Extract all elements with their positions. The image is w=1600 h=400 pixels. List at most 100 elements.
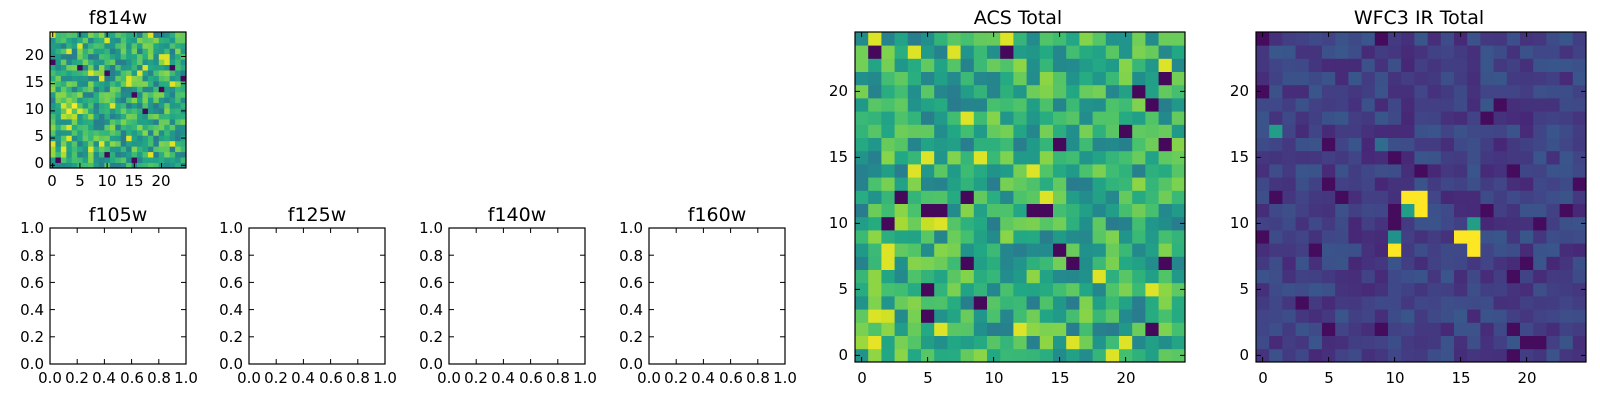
heatmap-cell (1559, 45, 1574, 59)
heatmap-cell (987, 124, 1001, 138)
heatmap-cell (1467, 177, 1481, 191)
heatmap-cell (1374, 45, 1389, 59)
heatmap-cell (175, 162, 181, 169)
heatmap-cell (71, 42, 78, 49)
heatmap-cell (55, 53, 62, 60)
heatmap-cell (960, 71, 975, 86)
heatmap-cell (1000, 256, 1014, 270)
heatmap-cell (60, 102, 67, 109)
heatmap-cell (137, 97, 143, 104)
heatmap-cell (987, 98, 1001, 112)
heatmap-cell (115, 80, 122, 87)
heatmap-cell (987, 335, 1001, 350)
heatmap-cell (1092, 269, 1107, 284)
heatmap-cell (131, 140, 138, 147)
heatmap-cell (1013, 282, 1027, 297)
heatmap-cell (973, 177, 988, 191)
heatmap-cell (1119, 243, 1133, 257)
heatmap-cell (1158, 309, 1173, 323)
heatmap-cell (1440, 216, 1455, 231)
heatmap-cell (1079, 296, 1093, 310)
heatmap-cell (987, 296, 1001, 310)
heatmap-cell (1533, 190, 1547, 204)
heatmap-cell (1079, 98, 1093, 112)
heatmap-cell (147, 42, 154, 49)
heatmap-cell (82, 140, 89, 147)
heatmap-cell (1079, 111, 1093, 125)
heatmap-cell (1000, 190, 1014, 204)
heatmap-cell (147, 75, 154, 82)
heatmap-cell (1105, 296, 1120, 310)
heatmap-cell (1026, 32, 1041, 46)
heatmap-cell (1401, 177, 1415, 191)
heatmap-cell (1308, 45, 1323, 59)
heatmap-cell (1269, 45, 1283, 59)
heatmap-cell (180, 157, 187, 163)
y-tick-label: 20 (829, 82, 848, 100)
heatmap-cell (1335, 71, 1349, 86)
heatmap-cell (868, 84, 882, 99)
heatmap-cell (947, 177, 961, 191)
heatmap-cell (1119, 111, 1133, 125)
heatmap-cell (1440, 177, 1455, 191)
heatmap-cell (1388, 348, 1402, 363)
x-tick-label: 0.8 (746, 369, 770, 387)
heatmap-cell (855, 269, 869, 284)
heatmap-cell (1506, 58, 1521, 72)
heatmap-cell (142, 59, 149, 66)
heatmap-cell (82, 91, 89, 98)
heatmap-cell (1572, 335, 1587, 350)
heatmap-cell (1361, 216, 1376, 231)
heatmap-cell (1269, 137, 1283, 152)
x-tick-label: 0 (47, 172, 57, 190)
heatmap-cell (947, 216, 961, 231)
heatmap-cell (1454, 71, 1468, 86)
heatmap-cell (1026, 58, 1041, 72)
heatmap-cell (1559, 177, 1574, 191)
heatmap-cell (1256, 84, 1270, 99)
heatmap-cell (1026, 98, 1041, 112)
heatmap-cell (881, 177, 895, 191)
heatmap-cell (158, 70, 165, 76)
heatmap-cell (973, 58, 988, 72)
heatmap-cell (153, 59, 160, 66)
heatmap-cell (1493, 269, 1508, 284)
heatmap-cell (1546, 335, 1560, 350)
heatmap-cell (1388, 137, 1402, 152)
heatmap-cell (1256, 164, 1270, 178)
heatmap-cell (66, 102, 73, 109)
heatmap-cell (1348, 322, 1362, 336)
heatmap-cell (1454, 203, 1468, 218)
heatmap-cell (115, 64, 122, 71)
heatmap-cell (855, 84, 869, 99)
heatmap-cell (88, 42, 94, 49)
axes-frame (648, 227, 786, 365)
heatmap-cell (1414, 348, 1428, 363)
heatmap-cell (881, 243, 895, 257)
heatmap-cell (50, 113, 56, 120)
heatmap-cell (973, 216, 988, 231)
heatmap-cell (93, 97, 100, 104)
heatmap-cell (1269, 230, 1283, 244)
heatmap-cell (1171, 296, 1186, 310)
heatmap-cell (1092, 71, 1107, 86)
heatmap-cell (104, 102, 111, 109)
heatmap-cell (1533, 124, 1547, 138)
heatmap-cell (1348, 282, 1362, 297)
heatmap-cell (1308, 71, 1323, 86)
heatmap-cell (1092, 137, 1107, 152)
heatmap-cell (987, 230, 1001, 244)
heatmap-cell (142, 75, 149, 82)
heatmap-cell (109, 108, 116, 114)
heatmap-cell (1401, 243, 1415, 257)
heatmap-cell (1335, 98, 1349, 112)
heatmap-cell (1480, 84, 1494, 99)
heatmap-cell (1493, 335, 1508, 350)
heatmap-cell (164, 113, 171, 120)
heatmap-cell (82, 157, 89, 163)
heatmap-cell (921, 45, 935, 59)
heatmap-cell (1374, 216, 1389, 231)
heatmap-cell (77, 59, 84, 66)
heatmap-cell (88, 97, 94, 104)
heatmap-cell (120, 32, 127, 38)
